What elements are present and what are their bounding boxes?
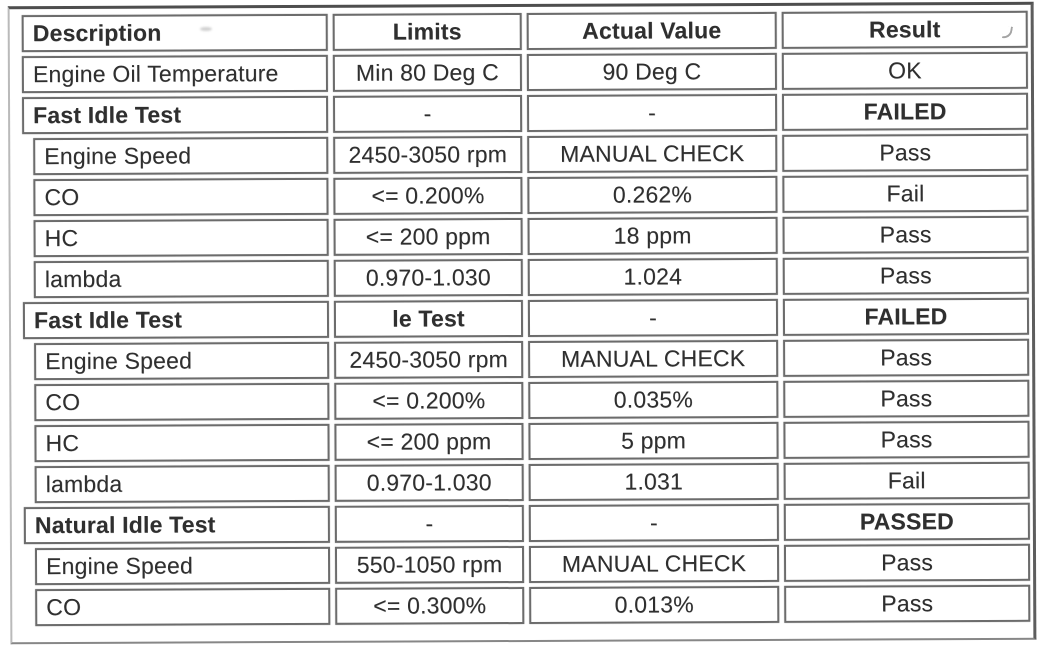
description-cell: CO [34, 382, 330, 422]
table-row: lambda 0.970-1.030 1.031 Fail [24, 461, 1030, 504]
table-row: CO <= 0.200% 0.035% Pass [23, 379, 1030, 422]
actual-value-cell: 90 Deg C [526, 52, 777, 91]
description-cell: Engine Speed [34, 341, 330, 381]
description-cell: Natural Idle Test [23, 505, 330, 545]
result-cell: Pass [783, 420, 1030, 459]
actual-value-cell: - [528, 503, 779, 542]
limits-cell: <= 0.200% [333, 176, 523, 215]
description-cell: Engine Oil Temperature [21, 54, 328, 94]
table-row: Engine Speed 2450-3050 rpm MANUAL CHECK … [23, 338, 1030, 381]
actual-value-cell: 0.013% [529, 585, 780, 624]
table-body: Engine Oil Temperature Min 80 Deg C 90 D… [21, 51, 1031, 627]
description-cell: CO [33, 177, 329, 217]
actual-value-cell: 18 ppm [527, 216, 778, 255]
limits-cell: 550-1050 rpm [334, 545, 525, 584]
column-header-description: Description [21, 13, 328, 53]
description-cell: Engine Speed [34, 546, 331, 586]
table-row: CO <= 0.300% 0.013% Pass [24, 584, 1031, 627]
description-cell: lambda [34, 464, 330, 504]
actual-value-cell: 0.262% [527, 175, 778, 214]
actual-value-cell: - [527, 298, 779, 337]
limits-cell: 2450-3050 rpm [333, 135, 523, 174]
description-cell: HC [34, 423, 330, 463]
result-cell: Pass [783, 379, 1030, 418]
actual-value-cell: - [527, 93, 778, 132]
scan-artifact-smudge [200, 27, 212, 31]
table-row: Engine Speed 550-1050 rpm MANUAL CHECK P… [24, 543, 1031, 586]
result-cell: FAILED [782, 92, 1029, 131]
table-header-row: Description Limits Actual Value Result [21, 10, 1028, 53]
actual-value-cell: MANUAL CHECK [527, 134, 778, 173]
column-header-actual-value: Actual Value [526, 11, 777, 50]
actual-value-cell: 5 ppm [528, 421, 779, 460]
actual-value-cell: 0.035% [528, 380, 779, 419]
table-row: Fast Idle Test le Test - FAILED [22, 297, 1030, 340]
result-cell: Pass [782, 215, 1029, 254]
description-cell: Fast Idle Test [22, 95, 329, 135]
table-row: Engine Oil Temperature Min 80 Deg C 90 D… [21, 51, 1028, 94]
table-row: lambda 0.970-1.030 1.024 Pass [23, 256, 1029, 299]
result-cell: Pass [783, 338, 1030, 377]
limits-cell: <= 200 ppm [333, 217, 523, 256]
result-cell: Fail [783, 461, 1030, 500]
result-cell: Pass [783, 543, 1031, 582]
result-cell: Pass [784, 584, 1031, 623]
limits-cell: <= 0.300% [335, 586, 525, 625]
table-row: Natural Idle Test - - PASSED [23, 502, 1030, 545]
result-cell: FAILED [782, 297, 1030, 336]
result-cell: Pass [782, 256, 1029, 295]
column-header-result: Result [781, 10, 1028, 49]
table-row: CO <= 0.200% 0.262% Fail [22, 174, 1029, 217]
result-cell: Fail [782, 174, 1029, 213]
table-row: HC <= 200 ppm 5 ppm Pass [23, 420, 1030, 463]
emissions-results-table: Description Limits Actual Value Result E… [21, 10, 1031, 627]
actual-value-cell: 1.031 [528, 462, 779, 501]
table-row: Fast Idle Test - - FAILED [22, 92, 1029, 135]
limits-cell: 2450-3050 rpm [334, 340, 524, 379]
description-cell: CO [35, 587, 331, 627]
description-cell: lambda [33, 259, 329, 299]
actual-value-cell: MANUAL CHECK [528, 339, 779, 378]
limits-cell: le Test [333, 299, 524, 338]
result-cell: PASSED [783, 502, 1030, 541]
column-header-limits: Limits [332, 12, 522, 51]
table-outer-frame: Description Limits Actual Value Result E… [7, 1, 1037, 645]
limits-cell: - [334, 504, 524, 543]
description-cell: HC [33, 218, 329, 258]
limits-cell: - [333, 94, 523, 133]
actual-value-cell: MANUAL CHECK [528, 544, 780, 583]
result-cell: OK [781, 51, 1028, 90]
table-row: Engine Speed 2450-3050 rpm MANUAL CHECK … [22, 133, 1029, 176]
description-cell: Fast Idle Test [22, 300, 330, 340]
result-cell: Pass [782, 133, 1029, 172]
limits-cell: 0.970-1.030 [333, 258, 523, 297]
limits-cell: <= 200 ppm [334, 422, 524, 461]
limits-cell: <= 0.200% [334, 381, 524, 420]
limits-cell: Min 80 Deg C [332, 53, 522, 92]
description-cell: Engine Speed [33, 136, 329, 176]
actual-value-cell: 1.024 [527, 257, 778, 296]
limits-cell: 0.970-1.030 [334, 463, 524, 502]
table-row: HC <= 200 ppm 18 ppm Pass [23, 215, 1029, 258]
